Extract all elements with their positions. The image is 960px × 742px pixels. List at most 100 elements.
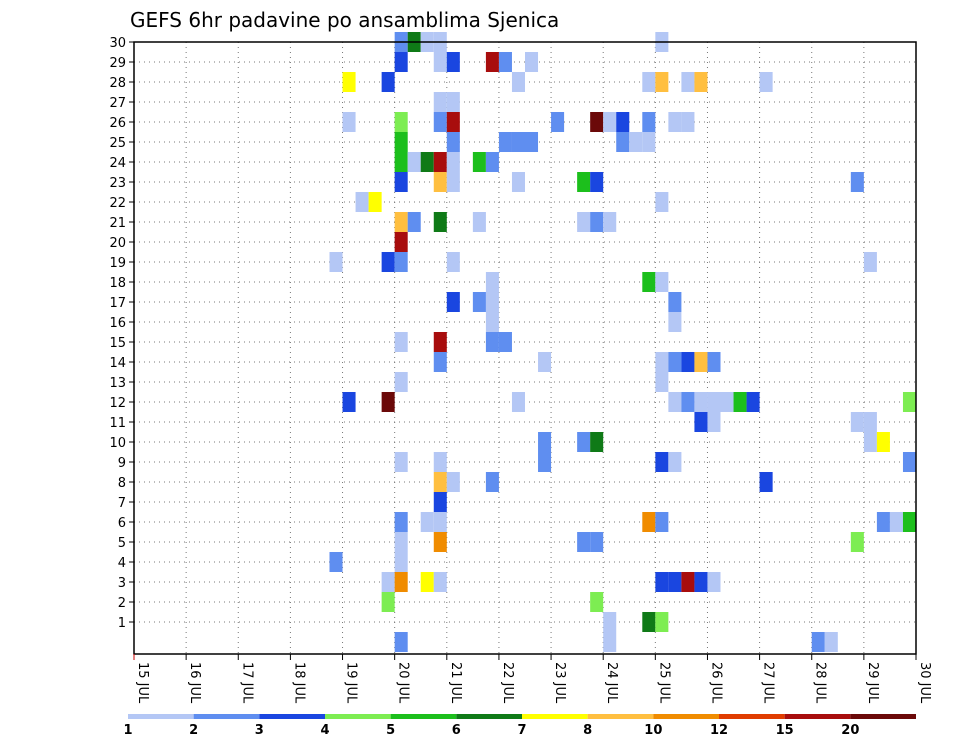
precip-cell xyxy=(876,432,890,452)
precip-cell xyxy=(394,132,408,152)
y-tick-label: 4 xyxy=(118,556,126,571)
precip-cell xyxy=(394,372,408,392)
precip-cell xyxy=(472,212,486,232)
precip-cell xyxy=(525,132,539,152)
x-tick-label: 24 JUL xyxy=(604,662,619,704)
precip-cell xyxy=(485,272,499,292)
y-tick-label: 5 xyxy=(118,536,126,551)
precip-cell xyxy=(368,192,382,212)
precip-cell xyxy=(433,92,447,112)
legend-swatch xyxy=(193,714,260,719)
precip-cell xyxy=(446,252,460,272)
precip-cell xyxy=(329,552,343,572)
precip-cells xyxy=(329,32,916,652)
precip-cell xyxy=(433,452,447,472)
precip-cell xyxy=(902,392,916,412)
y-tick-label: 18 xyxy=(109,276,126,291)
y-tick-label: 23 xyxy=(109,176,126,191)
precip-cell xyxy=(603,212,617,232)
y-tick-label: 25 xyxy=(109,136,126,151)
precip-cell xyxy=(603,612,617,632)
precip-cell xyxy=(381,592,395,612)
precip-cell xyxy=(420,152,434,172)
precip-cell xyxy=(694,72,708,92)
y-tick-label: 7 xyxy=(118,496,126,511)
precip-cell xyxy=(433,172,447,192)
precip-cell xyxy=(590,432,604,452)
legend-label: 7 xyxy=(517,723,526,738)
precip-cell xyxy=(394,152,408,172)
precip-cell xyxy=(655,512,669,532)
precip-cell xyxy=(446,52,460,72)
precip-cell xyxy=(642,272,656,292)
precip-cell xyxy=(433,112,447,132)
precip-cell xyxy=(603,632,617,652)
y-tick-label: 30 xyxy=(109,36,126,51)
precip-cell xyxy=(863,412,877,432)
legend-label: 12 xyxy=(710,723,728,738)
y-tick-label: 21 xyxy=(109,216,126,231)
precip-cell xyxy=(681,572,695,592)
x-tick-label: 29 JUL xyxy=(865,662,880,704)
precip-cell xyxy=(707,352,721,372)
precip-cell xyxy=(407,152,421,172)
x-tick-label: 23 JUL xyxy=(552,662,567,704)
precip-cell xyxy=(655,452,669,472)
precip-cell xyxy=(642,612,656,632)
precip-cell xyxy=(603,112,617,132)
y-tick-label: 26 xyxy=(109,116,126,131)
legend-label: 2 xyxy=(189,723,198,738)
precip-cell xyxy=(655,272,669,292)
precip-cell xyxy=(498,52,512,72)
precip-cell xyxy=(433,352,447,372)
precip-cell xyxy=(394,632,408,652)
precip-cell xyxy=(394,512,408,532)
legend-swatch xyxy=(587,714,654,719)
precip-cell xyxy=(590,532,604,552)
precip-cell xyxy=(485,312,499,332)
legend-label: 6 xyxy=(452,723,461,738)
precip-cell xyxy=(668,392,682,412)
y-tick-label: 19 xyxy=(109,256,126,271)
precip-cell xyxy=(433,332,447,352)
precip-cell xyxy=(355,192,369,212)
legend-label: 10 xyxy=(644,723,662,738)
legend-swatch xyxy=(128,714,194,719)
precip-cell xyxy=(511,392,525,412)
precip-cell xyxy=(655,352,669,372)
precip-cell xyxy=(642,512,656,532)
y-tick-label: 14 xyxy=(109,356,126,371)
y-tick-label: 29 xyxy=(109,56,126,71)
precip-cell xyxy=(538,432,552,452)
precip-cell xyxy=(511,72,525,92)
legend-swatch xyxy=(719,714,785,719)
precip-cell xyxy=(629,132,643,152)
y-tick-label: 28 xyxy=(109,76,126,91)
precip-cell xyxy=(538,352,552,372)
precip-cell xyxy=(394,252,408,272)
y-tick-label: 13 xyxy=(109,376,126,391)
precip-cell xyxy=(850,412,864,432)
y-tick-label: 9 xyxy=(118,456,126,471)
precip-cell xyxy=(668,352,682,372)
x-tick-label: 30 JUL xyxy=(917,662,932,704)
chart-title: GEFS 6hr padavine po ansamblima Sjenica xyxy=(130,8,559,32)
precip-cell xyxy=(681,112,695,132)
precip-cell xyxy=(590,112,604,132)
precip-cell xyxy=(759,72,773,92)
precip-cell xyxy=(342,392,356,412)
precip-cell xyxy=(525,52,539,72)
precip-cell xyxy=(616,112,630,132)
precip-cell xyxy=(655,72,669,92)
y-tick-label: 20 xyxy=(109,236,126,251)
plot-frame xyxy=(133,41,917,655)
x-tick-label: 19 JUL xyxy=(344,662,359,704)
x-tick-label: 25 JUL xyxy=(656,662,671,704)
x-tick-label: 20 JUL xyxy=(396,662,411,704)
legend-label: 8 xyxy=(583,723,592,738)
y-tick-label: 1 xyxy=(118,616,126,631)
precip-cell xyxy=(407,212,421,232)
precip-cell xyxy=(394,332,408,352)
y-tick-label: 17 xyxy=(109,296,126,311)
precip-cell xyxy=(707,392,721,412)
